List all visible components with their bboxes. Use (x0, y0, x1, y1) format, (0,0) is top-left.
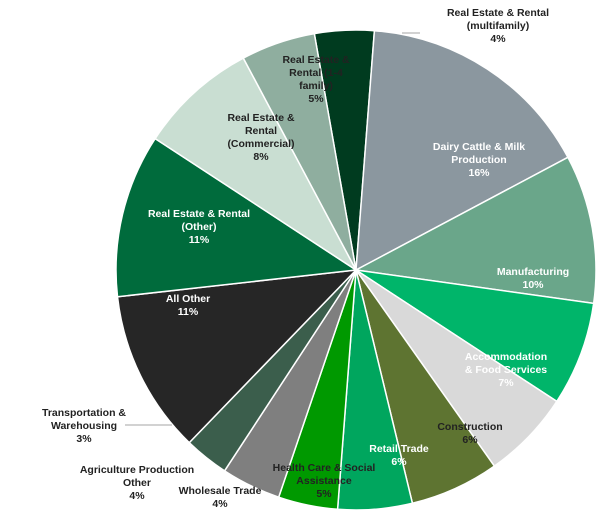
pie-labels: Real Estate & Rental (multifamily) 4%Dairy… (42, 7, 569, 510)
slice-label-line: Wholesale Trade (179, 485, 262, 497)
slice-label-line: Other (123, 477, 151, 489)
slice-label-12: Real Estate & Rental (Commercial) 8% (227, 112, 295, 163)
slice-label-4: Construction 6% (437, 421, 502, 446)
slice-label-line: 3% (76, 433, 92, 445)
slice-label-line: Health Care & Social (273, 462, 376, 474)
slice-label-line: 8% (253, 151, 269, 163)
slice-label-line: Agriculture Production (80, 464, 194, 476)
slice-label-line: 11% (189, 234, 210, 246)
slice-label-line: Real Estate & Rental (447, 7, 549, 19)
slice-label-line: 16% (468, 167, 490, 179)
slice-label-line: Retail Trade (369, 443, 429, 455)
slice-label-1: Dairy Cattle & Milk Production 16% (433, 141, 525, 179)
slice-label-line: & Food Services (465, 364, 547, 376)
slice-label-line: 4% (212, 498, 228, 510)
slice-label-line: Dairy Cattle & Milk (433, 141, 525, 153)
pie-slice-13 (242, 32, 357, 271)
slice-label-line: (multifamily) (467, 20, 529, 32)
slice-label-line: Real Estate & (282, 54, 350, 66)
slice-label-line: family) (299, 80, 333, 92)
pie-slice-1 (355, 29, 569, 271)
slice-label-line: Assistance (296, 475, 352, 487)
slice-label-line: Warehousing (51, 420, 117, 432)
slice-label-line: All Other (166, 293, 210, 305)
pie-slice-11 (115, 137, 357, 298)
slice-label-line: 4% (490, 33, 506, 45)
slice-label-line: Rental (1-4 (289, 67, 343, 79)
slice-label-line: Real Estate & Rental (148, 208, 250, 220)
slice-label-line: 4% (129, 490, 145, 502)
slice-label-0: Real Estate & Rental (multifamily) 4% (447, 7, 549, 45)
pie-slices (115, 29, 597, 511)
pie-slice-12 (154, 57, 357, 271)
slice-label-13: Real Estate & Rental (1-4 family) 5% (282, 54, 350, 105)
slice-label-line: (Commercial) (227, 138, 294, 150)
slice-label-7: Wholesale Trade 4% (179, 485, 262, 510)
slice-label-5: Retail Trade 6% (369, 443, 429, 468)
slice-label-line: 5% (308, 93, 324, 105)
slice-label-6: Health Care & Social Assistance 5% (273, 462, 376, 500)
slice-label-line: Accommodation (465, 351, 547, 363)
slice-label-line: 10% (522, 279, 544, 291)
slice-label-line: Production (451, 154, 506, 166)
pie-slice-3 (355, 269, 595, 403)
slice-label-2: Manufacturing 10% (497, 266, 569, 291)
pie-slice-10 (116, 269, 357, 444)
slice-label-line: 7% (498, 377, 514, 389)
slice-label-line: Construction (437, 421, 502, 433)
slice-label-10: All Other 11% (166, 293, 210, 318)
slice-label-line: 11% (178, 306, 199, 318)
slice-label-3: Accommodation & Food Services 7% (465, 351, 547, 389)
slice-label-11: Real Estate & Rental (Other) 11% (148, 208, 250, 246)
slice-label-line: Real Estate & (227, 112, 295, 124)
slice-label-line: 5% (316, 488, 332, 500)
slice-label-line: 6% (462, 434, 478, 446)
slice-label-8: Agriculture Production Other 4% (80, 464, 194, 502)
slice-label-line: Manufacturing (497, 266, 569, 278)
slice-label-line: Rental (245, 125, 277, 137)
slice-label-line: 6% (391, 456, 407, 468)
slice-label-9: Transportation & Warehousing 3% (42, 407, 126, 445)
slice-label-line: Transportation & (42, 407, 126, 419)
slice-label-line: (Other) (182, 221, 217, 233)
pie-slice-2 (355, 156, 597, 305)
